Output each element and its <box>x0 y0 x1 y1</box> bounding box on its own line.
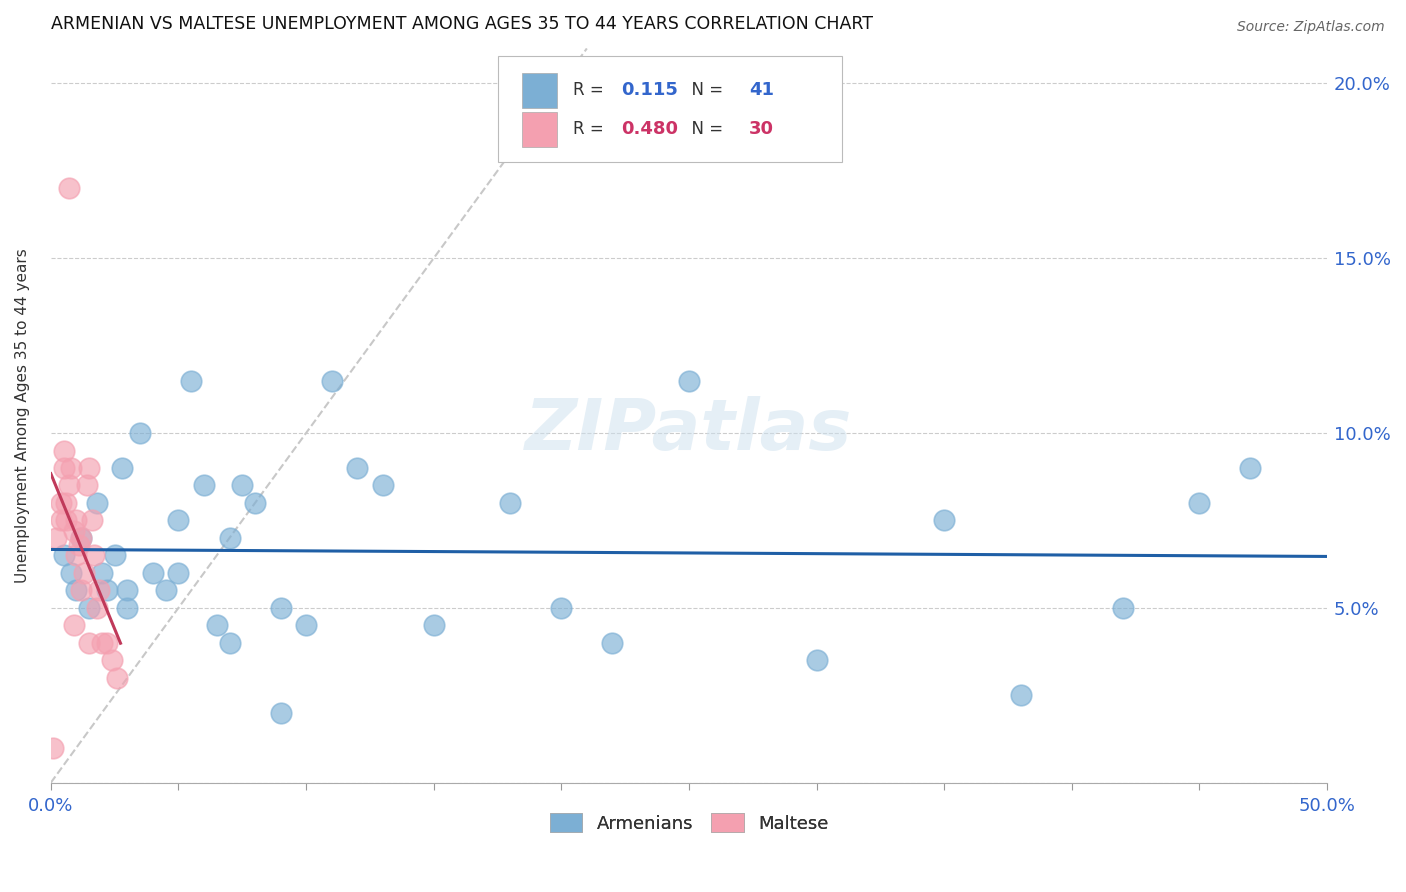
Point <box>101 653 124 667</box>
Point <box>346 461 368 475</box>
Point <box>52 549 75 563</box>
Point <box>65 549 87 563</box>
Point <box>60 566 83 580</box>
Point <box>934 513 956 527</box>
Point <box>155 583 177 598</box>
Point <box>77 636 100 650</box>
Text: ARMENIAN VS MALTESE UNEMPLOYMENT AMONG AGES 35 TO 44 YEARS CORRELATION CHART: ARMENIAN VS MALTESE UNEMPLOYMENT AMONG A… <box>51 15 873 33</box>
Point <box>167 513 190 527</box>
Point <box>142 566 165 580</box>
Point <box>65 513 87 527</box>
Text: 0.115: 0.115 <box>621 81 678 99</box>
Point <box>49 513 72 527</box>
Point <box>90 636 112 650</box>
Point <box>62 524 84 538</box>
FancyBboxPatch shape <box>522 112 558 147</box>
FancyBboxPatch shape <box>522 72 558 108</box>
Y-axis label: Unemployment Among Ages 35 to 44 years: Unemployment Among Ages 35 to 44 years <box>15 248 30 583</box>
Text: 30: 30 <box>749 120 773 138</box>
Text: 0.480: 0.480 <box>621 120 678 138</box>
Point <box>49 496 72 510</box>
Point <box>321 374 343 388</box>
Point <box>86 600 108 615</box>
Point <box>90 566 112 580</box>
Text: N =: N = <box>682 120 728 138</box>
Point <box>167 566 190 580</box>
Point <box>117 600 139 615</box>
Point <box>60 461 83 475</box>
Text: R =: R = <box>572 120 609 138</box>
Point <box>499 496 522 510</box>
Point <box>270 600 292 615</box>
Point <box>45 531 67 545</box>
Point <box>111 461 134 475</box>
Point <box>270 706 292 720</box>
Point <box>58 478 80 492</box>
Point <box>193 478 215 492</box>
Point <box>70 531 93 545</box>
Point <box>58 181 80 195</box>
Point <box>105 671 128 685</box>
FancyBboxPatch shape <box>498 56 842 162</box>
Point <box>231 478 253 492</box>
Point <box>70 583 93 598</box>
Point <box>96 583 118 598</box>
Point <box>77 600 100 615</box>
Point <box>96 636 118 650</box>
Point <box>205 618 228 632</box>
Point <box>52 461 75 475</box>
Point <box>218 531 240 545</box>
Text: N =: N = <box>682 81 728 99</box>
Point <box>52 443 75 458</box>
Point <box>104 549 127 563</box>
Text: ZIPatlas: ZIPatlas <box>526 396 852 465</box>
Point <box>77 461 100 475</box>
Point <box>67 538 90 552</box>
Point <box>42 740 65 755</box>
Point <box>86 496 108 510</box>
Point <box>371 478 394 492</box>
Point <box>678 374 700 388</box>
Point <box>550 600 572 615</box>
Point <box>55 513 77 527</box>
Point <box>243 496 266 510</box>
Text: Source: ZipAtlas.com: Source: ZipAtlas.com <box>1237 20 1385 34</box>
Point <box>83 549 105 563</box>
Point <box>1239 461 1261 475</box>
Legend: Armenians, Maltese: Armenians, Maltese <box>543 806 835 839</box>
Point <box>1112 600 1135 615</box>
Text: R =: R = <box>572 81 609 99</box>
Point <box>73 566 96 580</box>
Text: 41: 41 <box>749 81 773 99</box>
Point <box>89 583 111 598</box>
Point <box>55 496 77 510</box>
Point <box>180 374 202 388</box>
Point <box>1188 496 1211 510</box>
Point <box>117 583 139 598</box>
Point <box>422 618 444 632</box>
Point <box>129 425 152 440</box>
Point <box>65 583 87 598</box>
Point <box>218 636 240 650</box>
Point <box>62 618 84 632</box>
Point <box>295 618 318 632</box>
Point <box>76 478 98 492</box>
Point <box>70 531 93 545</box>
Point <box>806 653 828 667</box>
Point <box>1010 688 1032 702</box>
Point <box>602 636 624 650</box>
Point <box>80 513 103 527</box>
